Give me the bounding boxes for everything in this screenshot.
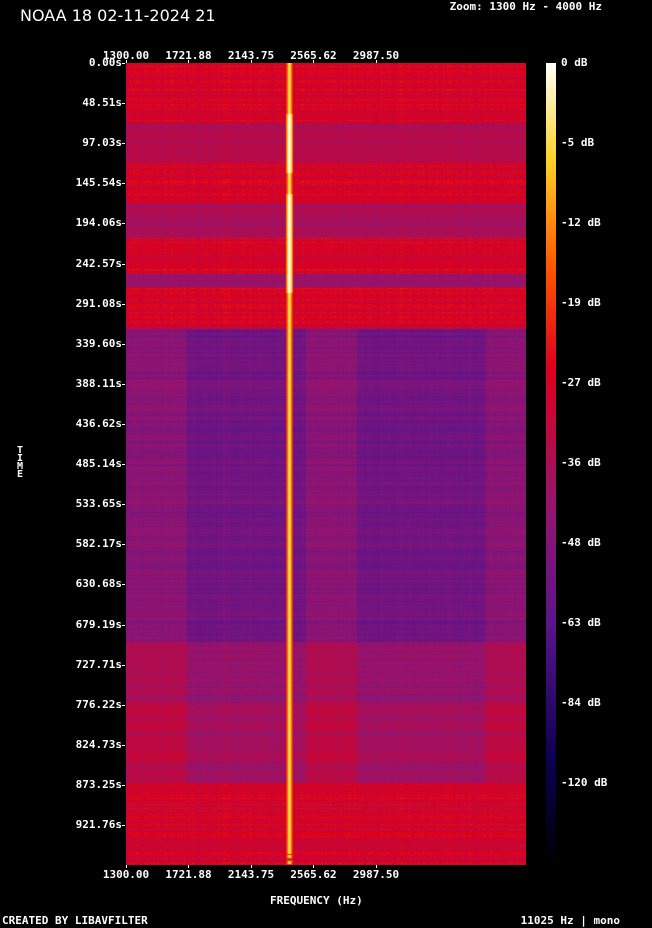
- colorbar-label: 0 dB: [561, 56, 588, 69]
- footer-credit: CREATED BY LIBAVFILTER: [2, 914, 148, 927]
- y-tick-label: 873.25s: [75, 778, 122, 791]
- x-tick-mark: [250, 60, 252, 63]
- y-tick-label: 921.76s: [75, 818, 122, 832]
- colorbar-label: -84 dB: [561, 696, 601, 709]
- footer-sample-rate: 11025 Hz | mono: [520, 914, 620, 927]
- y-tick-label: 388.11s: [75, 376, 122, 390]
- x-tick-label: 2143.75: [227, 868, 275, 881]
- y-tick-mark: [122, 143, 125, 145]
- y-tick-mark: [122, 263, 125, 265]
- y-tick-label: 194.06s: [75, 216, 122, 230]
- x-tick-mark: [375, 60, 377, 63]
- x-tick-mark: [125, 865, 127, 868]
- y-tick-mark: [122, 223, 125, 225]
- x-tick-mark: [375, 865, 377, 868]
- y-tick-mark: [122, 464, 125, 466]
- y-tick-mark: [122, 664, 125, 666]
- x-tick-label: 1300.00: [102, 868, 150, 881]
- y-tick-mark: [122, 63, 125, 64]
- x-tick-label: 1721.88: [165, 868, 212, 881]
- x-tick-label: 2987.50: [352, 49, 400, 62]
- x-tick-label: 2565.62: [290, 49, 337, 62]
- y-tick-mark: [122, 303, 125, 305]
- y-tick-mark: [122, 343, 125, 345]
- y-axis-label: TIME: [17, 445, 24, 480]
- zoom-range-text: Zoom: 1300 Hz - 4000 Hz: [449, 0, 602, 13]
- y-tick-label: 0.00s: [88, 56, 122, 69]
- x-axis-label: FREQUENCY (Hz): [270, 894, 363, 907]
- y-tick-mark: [122, 423, 125, 425]
- y-tick-mark: [122, 744, 125, 746]
- y-tick-mark: [122, 183, 125, 185]
- colorbar-label: -5 dB: [561, 136, 595, 149]
- y-tick-label: 436.62s: [75, 416, 122, 430]
- y-tick-label: 630.68s: [75, 577, 122, 591]
- y-tick-label: 97.03s: [82, 136, 122, 150]
- x-tick-mark: [312, 60, 314, 63]
- x-tick-label: 1721.88: [165, 49, 212, 62]
- y-tick-label: 582.17s: [75, 537, 122, 551]
- x-tick-mark: [125, 60, 127, 63]
- colorbar-label: -19 dB: [561, 296, 601, 309]
- x-tick-label: 2987.50: [352, 868, 400, 881]
- y-tick-label: 145.54s: [75, 176, 122, 190]
- spectrogram-heatmap: [126, 63, 526, 865]
- colorbar-label: -36 dB: [561, 456, 601, 469]
- y-tick-label: 727.71s: [75, 657, 122, 671]
- y-tick-mark: [122, 785, 125, 786]
- x-tick-label: 2143.75: [227, 49, 275, 62]
- y-tick-mark: [122, 624, 125, 626]
- y-tick-label: 824.73s: [75, 737, 122, 751]
- y-tick-label: 485.14s: [75, 457, 122, 471]
- x-tick-mark: [188, 865, 189, 868]
- x-tick-mark: [188, 60, 189, 63]
- colorbar-label: -63 dB: [561, 616, 601, 629]
- y-tick-label: 242.57s: [75, 256, 122, 270]
- y-tick-label: 48.51s: [82, 96, 122, 110]
- chart-title: NOAA 18 02-11-2024 21: [20, 6, 216, 25]
- y-tick-label: 339.60s: [75, 336, 122, 350]
- y-tick-label: 533.65s: [75, 497, 122, 511]
- y-tick-mark: [122, 544, 125, 546]
- y-tick-label: 291.08s: [75, 296, 122, 310]
- x-tick-label: 1300.00: [102, 49, 150, 62]
- x-tick-mark: [250, 865, 252, 868]
- y-tick-mark: [122, 825, 125, 827]
- y-tick-label: 679.19s: [75, 617, 122, 631]
- y-tick-mark: [122, 103, 125, 105]
- y-tick-mark: [122, 584, 125, 586]
- y-tick-label: 776.22s: [75, 697, 122, 711]
- x-tick-label: 2565.62: [290, 868, 337, 881]
- colorbar-label: -48 dB: [561, 536, 601, 549]
- y-tick-mark: [122, 504, 125, 506]
- colorbar-label: -27 dB: [561, 376, 601, 389]
- x-tick-mark: [312, 865, 314, 868]
- y-tick-mark: [122, 704, 125, 706]
- colorbar-label: -120 dB: [561, 776, 608, 789]
- y-tick-mark: [122, 383, 125, 385]
- colorbar: [546, 63, 556, 865]
- colorbar-label: -12 dB: [561, 216, 601, 229]
